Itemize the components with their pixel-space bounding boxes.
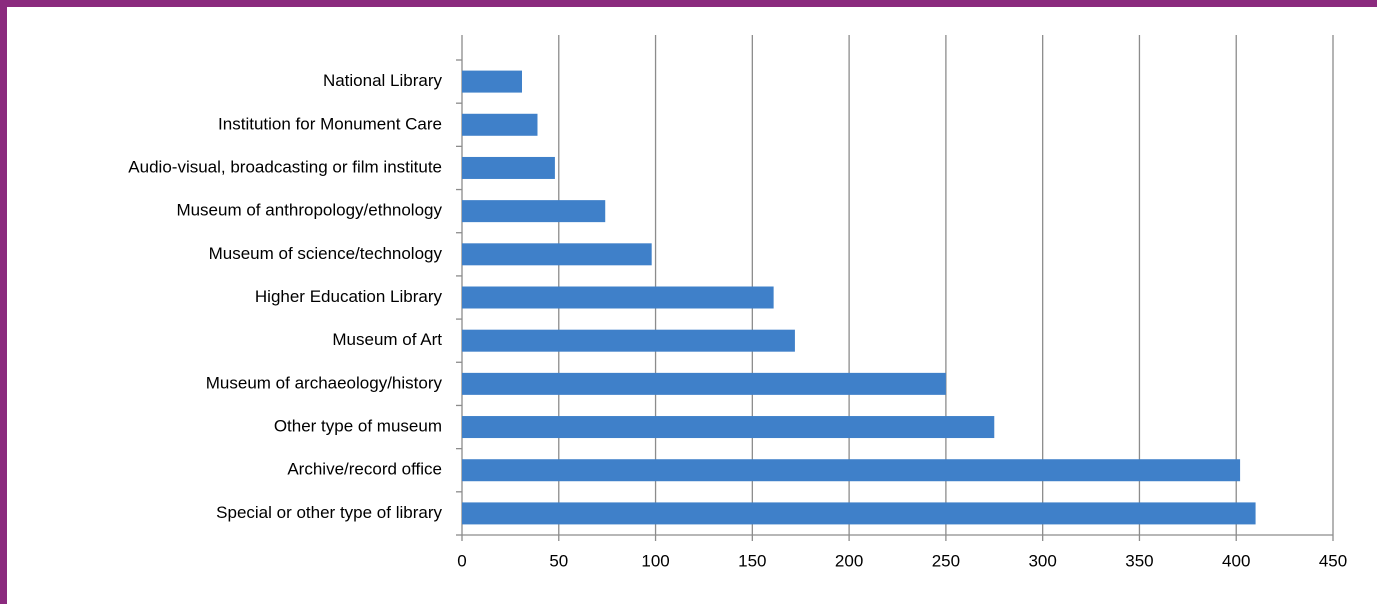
bar xyxy=(462,113,538,136)
bar xyxy=(462,243,652,266)
y-tick-label: Museum of Art xyxy=(332,330,442,349)
bar xyxy=(462,459,1241,482)
bar xyxy=(462,372,946,395)
x-tick-label: 400 xyxy=(1222,551,1250,570)
y-tick-label: Archive/record office xyxy=(287,460,442,479)
y-tick-label: Museum of science/technology xyxy=(209,244,443,263)
y-tick-label: Museum of anthropology/ethnology xyxy=(176,201,442,220)
x-tick-label: 350 xyxy=(1125,551,1153,570)
x-tick-label: 0 xyxy=(457,551,466,570)
y-tick-label: Other type of museum xyxy=(274,417,442,436)
x-tick-label: 200 xyxy=(835,551,863,570)
y-tick-label: Museum of archaeology/history xyxy=(206,373,443,392)
bar xyxy=(462,502,1256,525)
bar xyxy=(462,286,774,309)
bar xyxy=(462,70,523,93)
y-tick-label: Higher Education Library xyxy=(255,287,443,306)
y-tick-label: Audio-visual, broadcasting or film insti… xyxy=(128,157,442,176)
x-tick-label: 50 xyxy=(549,551,568,570)
y-tick-label: Special or other type of library xyxy=(216,503,442,522)
x-tick-label: 300 xyxy=(1028,551,1056,570)
bar xyxy=(462,200,606,223)
x-tick-label: 100 xyxy=(641,551,669,570)
x-tick-label: 250 xyxy=(932,551,960,570)
y-tick-label: National Library xyxy=(323,71,443,90)
y-tick-label: Institution for Monument Care xyxy=(218,114,442,133)
bar xyxy=(462,416,995,439)
x-tick-label: 150 xyxy=(738,551,766,570)
bar xyxy=(462,156,555,179)
bar xyxy=(462,329,795,352)
x-tick-label: 450 xyxy=(1319,551,1347,570)
